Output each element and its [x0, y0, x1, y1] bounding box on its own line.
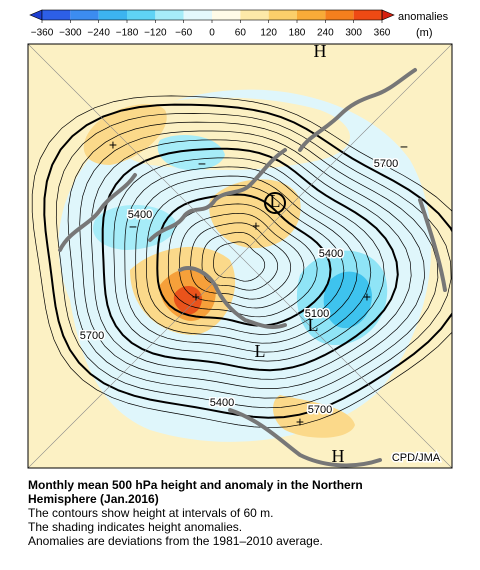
contour — [179, 212, 305, 309]
colorbar-segment — [183, 10, 212, 20]
caption-note: The contours show height at intervals of… — [28, 506, 274, 520]
anomaly-positive — [209, 179, 301, 249]
contour — [79, 130, 425, 389]
map-figure: −360 −300 −240 −180 −120 −60 0 60 120 180 240 300 36… — [27, 9, 453, 469]
anomaly-negative — [157, 135, 225, 171]
coastlines — [58, 68, 447, 468]
contour — [201, 231, 279, 291]
map-label: + — [363, 289, 371, 305]
map-labels: H H L L L 5700 5700 5700 5400 5400 5400 5100 + + + + + − −… — [78, 41, 442, 466]
colorbar-tick-label: −60 — [175, 28, 192, 39]
map-label: L — [270, 191, 281, 211]
map-body — [28, 44, 452, 468]
colorbar-segment — [70, 10, 99, 20]
colorbar-segment — [127, 10, 156, 20]
contour — [55, 113, 452, 409]
low-contour — [264, 192, 286, 214]
contour — [146, 184, 345, 335]
legend-title: anomalies — [398, 11, 449, 23]
map-label: − — [400, 139, 408, 155]
anomaly-negative — [323, 271, 372, 329]
colorbar-arrow — [29, 9, 43, 21]
map-label: + — [296, 414, 304, 430]
map-label: − — [129, 219, 137, 235]
colorbar-segment — [297, 10, 326, 20]
contour — [213, 241, 266, 282]
map-label: + — [252, 218, 260, 234]
caption: Monthly mean 500 hPa height and anomaly … — [28, 478, 468, 548]
colorbar-tick-label: −300 — [59, 28, 82, 39]
map-label: CPD/JMA — [392, 452, 441, 464]
colorbar-tick-label: −180 — [116, 28, 139, 39]
map-label: 5400 — [128, 209, 152, 221]
contour — [67, 121, 439, 399]
colorbar-tick-label: 180 — [289, 28, 306, 39]
colorbar-tick-label: 0 — [209, 28, 215, 39]
caption-note: Anomalies are deviations from the 1981–2… — [28, 534, 323, 548]
contour — [135, 175, 358, 344]
caption-title: Monthly mean 500 hPa height and anomaly … — [28, 478, 363, 492]
colorbar-tick-label: −120 — [144, 28, 167, 39]
colorbar-segment — [212, 10, 241, 20]
map-label: L — [308, 315, 319, 335]
map-label: + — [192, 289, 200, 305]
map-label: − — [198, 156, 206, 172]
contour — [90, 139, 412, 380]
contour — [156, 193, 332, 327]
colorbar-segment — [353, 10, 382, 20]
colorbar-tick-label: 60 — [235, 28, 247, 39]
caption-note: The shading indicates height anomalies. — [28, 520, 243, 534]
colorbar: −360 −300 −240 −180 −120 −60 0 60 120 180 240 300 36… — [29, 9, 395, 39]
colorbar-tick-label: −360 — [31, 28, 54, 39]
colorbar-tick-label: 240 — [317, 28, 334, 39]
colorbar-segment — [98, 10, 127, 20]
colorbar-segment — [268, 10, 297, 20]
colorbar-segment — [42, 10, 71, 20]
colorbar-tick-label: 120 — [260, 28, 277, 39]
map-label: 5700 — [80, 330, 104, 342]
anomaly-positive — [83, 104, 167, 165]
contour — [43, 103, 452, 419]
colorbar-segment — [325, 10, 354, 20]
map-label: 5400 — [319, 248, 343, 260]
contour — [167, 203, 318, 318]
map-label: 5700 — [308, 404, 332, 416]
colorbar-segment — [240, 10, 269, 20]
map-label: H — [332, 446, 345, 466]
map-label: 5700 — [374, 158, 398, 170]
caption-title: Hemisphere (Jan.2016) — [28, 492, 159, 506]
map-label: L — [255, 341, 266, 361]
map-label: 5400 — [210, 397, 234, 409]
legend-unit: (m) — [416, 27, 433, 39]
contour — [124, 166, 372, 353]
colorbar-tick-label: 300 — [345, 28, 362, 39]
map-label: + — [109, 137, 117, 153]
graticule — [28, 44, 452, 468]
colorbar-tick-label: 360 — [374, 28, 391, 39]
map-label: H — [314, 41, 327, 61]
map-label: 5100 — [305, 308, 329, 320]
contours — [31, 95, 452, 429]
contour — [113, 157, 385, 362]
contour — [190, 222, 292, 300]
colorbar-tick-label: −240 — [87, 28, 110, 39]
colorbar-segment — [155, 10, 184, 20]
colorbar-arrow — [381, 9, 395, 21]
map-frame — [27, 43, 453, 469]
contour — [101, 147, 399, 372]
